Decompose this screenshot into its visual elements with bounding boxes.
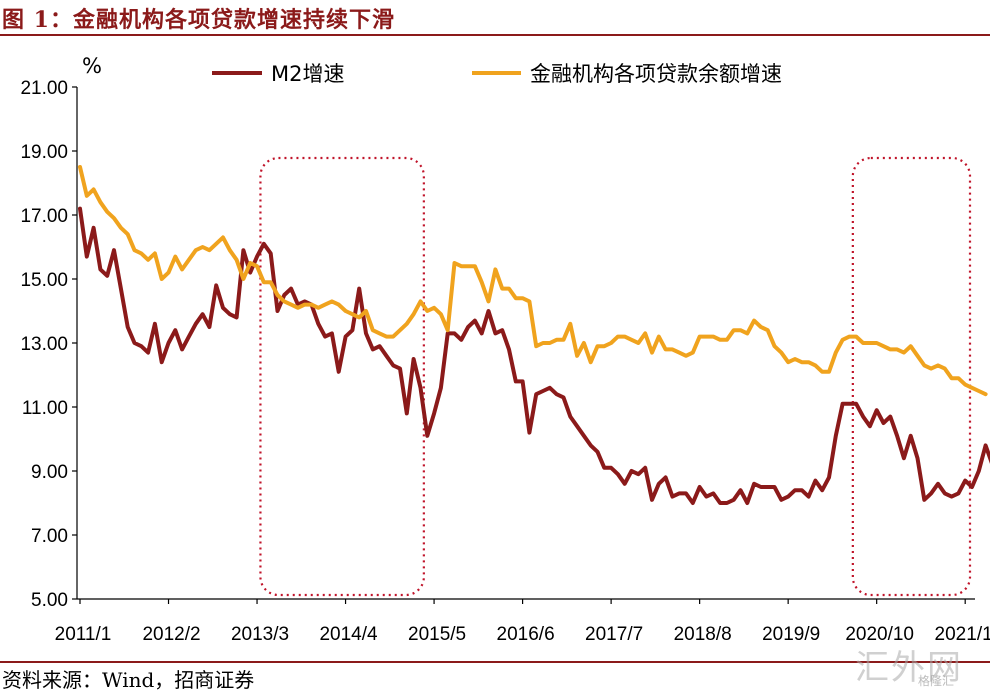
highlight-box-1 [259,156,425,597]
x-tick-label: 2013/3 [231,624,289,645]
watermark-sub: 格隆汇 [918,674,955,688]
x-tick-label: 2016/6 [497,624,555,645]
source-rule [0,661,990,663]
x-tick-label: 2014/4 [319,624,378,645]
source-note: 资料来源：Wind，招商证券 [2,668,255,692]
legend-label-loans: 金融机构各项贷款余额增速 [530,62,782,86]
x-tick-label: 2020/10 [845,624,914,645]
x-tick-label: 2018/8 [674,624,732,645]
y-tick-label: 15.00 [20,270,68,291]
x-tick-label: 2019/9 [762,624,820,645]
x-tick-label: 2011/1 [55,624,112,645]
x-tick-label: 2017/7 [585,624,643,645]
series-line-m2 [78,206,990,505]
y-tick-label: 17.00 [20,206,68,227]
legend-label-m2: M2增速 [271,62,344,86]
y-tick-label: 21.00 [20,78,68,99]
y-tick-label: 11.00 [22,398,68,419]
y-tick-label: 9.00 [31,462,68,483]
y-axis-unit: % [82,54,102,78]
y-tick-label: 7.00 [31,526,68,547]
watermark: 汇外网 [855,648,963,688]
y-tick-label: 19.00 [20,142,68,163]
title-rule [0,34,990,36]
x-tick-label: 2012/2 [142,624,200,645]
x-tick-label: 2015/5 [408,624,466,645]
figure-title: 图 1：金融机构各项贷款增速持续下滑 [2,7,395,33]
x-tick-label: 2021/11 [935,624,990,645]
chart: 5.00 7.00 9.00 11.00 13.00 15.00 17.00 19.00 21.… [20,54,990,645]
series-line-loans [78,165,988,397]
y-tick-label: 5.00 [31,590,68,611]
y-tick-label: 13.00 [20,334,68,355]
